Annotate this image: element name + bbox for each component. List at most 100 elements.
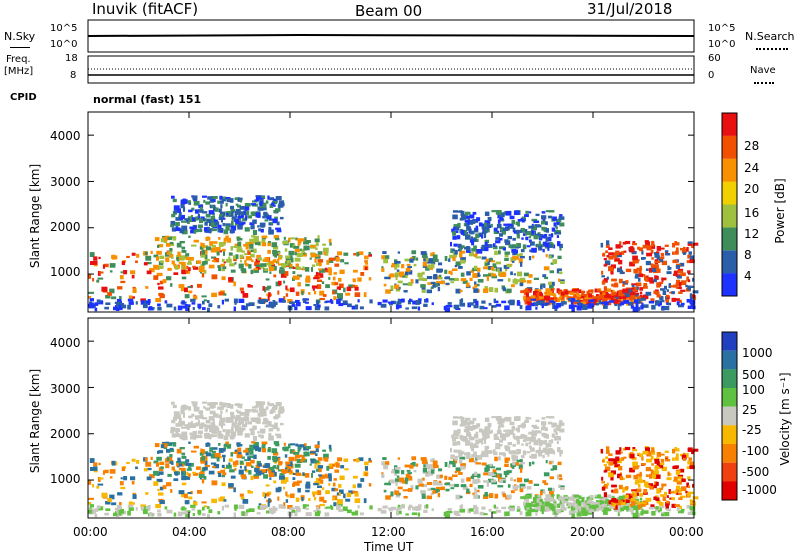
velocity-cell — [642, 450, 649, 455]
power-cell — [135, 301, 138, 305]
velocity-cell — [335, 463, 340, 468]
power-cell — [235, 254, 239, 260]
velocity-cell — [150, 456, 153, 460]
power-cell — [109, 263, 116, 268]
velocity-cell — [212, 412, 217, 418]
power-cell — [430, 286, 434, 289]
power-cell — [610, 264, 616, 269]
velocity-cell — [247, 421, 252, 425]
power-cell — [191, 302, 196, 305]
power-cell — [493, 227, 498, 233]
velocity-cell — [510, 477, 513, 482]
velocity-cell — [423, 509, 428, 513]
power-cell — [244, 205, 250, 211]
velocity-cell — [302, 504, 307, 509]
velocity-cell — [352, 484, 356, 489]
power-cell — [332, 276, 336, 281]
power-cell — [326, 259, 330, 265]
velocity-cell — [262, 492, 265, 497]
velocity-cell — [245, 509, 250, 513]
velocity-cell — [614, 464, 620, 467]
velocity-cell — [314, 464, 317, 469]
power-cell — [289, 237, 296, 240]
power-cell — [226, 213, 229, 216]
velocity-cell — [381, 472, 384, 476]
power-cell — [504, 254, 509, 258]
power-cell — [484, 241, 488, 246]
velocity-cell — [147, 505, 151, 509]
velocity-cell — [208, 509, 213, 514]
velocity-cell — [506, 511, 510, 516]
power-cell — [274, 216, 278, 219]
power-cell — [586, 301, 589, 306]
power-cell — [230, 228, 234, 234]
velocity-cell — [383, 464, 389, 470]
velocity-cell — [235, 409, 239, 412]
velocity-cell — [222, 423, 226, 426]
power-cell — [543, 241, 547, 246]
velocity-cell — [516, 459, 521, 462]
velocity-cell — [611, 495, 615, 500]
power-cell — [481, 223, 485, 227]
velocity-cell — [206, 506, 210, 509]
velocity-cell — [202, 506, 205, 511]
velocity-cell — [158, 450, 164, 454]
power-cell — [544, 291, 547, 295]
velocity-cell — [153, 481, 159, 486]
velocity-cell — [579, 504, 582, 507]
velocity-cell — [418, 506, 422, 511]
velocity-cell — [686, 482, 689, 488]
velocity-cell — [329, 463, 336, 467]
power-cell — [638, 269, 642, 274]
velocity-cell — [578, 495, 582, 500]
power-cell — [233, 306, 236, 312]
velocity-cell — [545, 508, 550, 511]
power-cell — [613, 298, 618, 304]
power-cell — [173, 272, 179, 275]
power-cell — [264, 287, 267, 293]
power-cell — [525, 210, 529, 214]
power-cell — [641, 302, 644, 307]
power-cell — [204, 254, 208, 260]
power-cell — [213, 257, 220, 263]
power-cell — [641, 250, 644, 255]
velocity-cell — [190, 491, 193, 495]
power-cell — [656, 246, 661, 251]
power-cell — [686, 247, 689, 252]
velocity-cell — [483, 480, 489, 483]
velocity-cell — [356, 457, 359, 463]
power-cell — [264, 268, 268, 272]
power-cell — [658, 258, 664, 263]
power-cell — [352, 284, 356, 288]
power-cell — [484, 211, 490, 216]
velocity-cell — [394, 490, 400, 495]
velocity-cell — [557, 450, 560, 453]
power-cell — [395, 287, 401, 292]
power-cell — [126, 255, 130, 258]
n-search-label: N.Search — [745, 30, 795, 43]
power-cell — [278, 200, 284, 205]
power-cell — [518, 258, 523, 264]
velocity-cell — [431, 466, 436, 471]
power-cell — [287, 260, 291, 264]
velocity-cell — [328, 463, 332, 467]
power-cell — [461, 215, 467, 220]
velocity-cell — [194, 434, 199, 439]
power-cell — [616, 253, 622, 258]
velocity-cell — [210, 462, 217, 465]
velocity-cell — [275, 443, 280, 447]
power-cell — [242, 217, 247, 222]
power-cell — [659, 256, 665, 260]
power-cell — [520, 228, 525, 233]
velocity-cell — [525, 502, 532, 508]
velocity-cell — [450, 487, 455, 490]
power-cell — [176, 257, 179, 261]
power-cell — [573, 293, 578, 299]
velocity-cell — [527, 437, 532, 441]
velocity-cell — [237, 447, 242, 453]
velocity-cell — [468, 457, 474, 463]
power-cell — [411, 250, 417, 255]
velocity-cbar-tick: -1000 — [742, 483, 777, 497]
power-cell — [198, 268, 205, 272]
velocity-cell — [608, 472, 614, 478]
